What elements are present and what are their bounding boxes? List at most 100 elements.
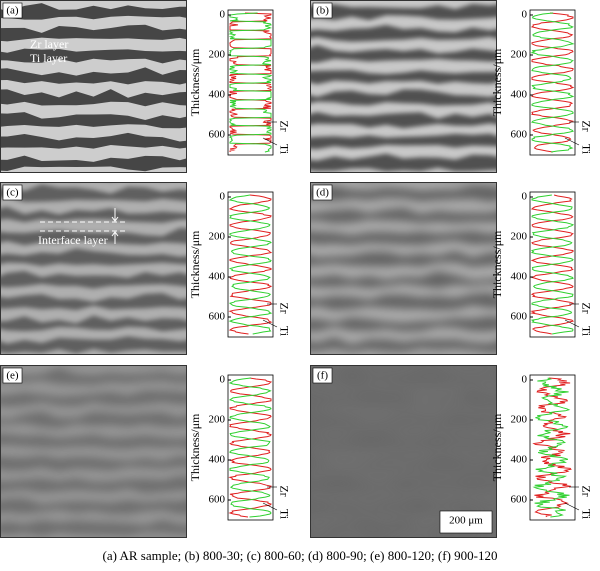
- legend-label: Ti: [579, 509, 593, 520]
- light-layer: [310, 144, 497, 161]
- panel-label-box: [2, 367, 23, 384]
- light-layer: [310, 123, 497, 138]
- light-layer: [0, 380, 187, 397]
- micrograph: [0, 365, 187, 538]
- light-layer: [310, 15, 497, 33]
- y-tick-label: 400: [209, 454, 226, 466]
- legend-label: Zr: [579, 485, 593, 496]
- legend-label: Ti: [277, 144, 291, 155]
- y-tick-label: 200: [209, 49, 226, 61]
- y-axis-label: Thickness/μm: [188, 230, 202, 298]
- light-layer: [310, 423, 497, 440]
- panel-label: (d): [316, 187, 329, 199]
- stripes: [0, 182, 187, 355]
- arrow: [111, 208, 119, 222]
- y-tick-label: 0: [522, 374, 528, 386]
- light-layer: [0, 283, 187, 302]
- light-layer: [310, 182, 497, 191]
- light-layer: [0, 182, 187, 194]
- scale-bar-label: 200 μm: [449, 515, 483, 527]
- light-layer: [0, 423, 187, 439]
- y-tick-label: 0: [220, 191, 226, 203]
- legend-label: Ti: [277, 326, 291, 337]
- ti-curve: [228, 194, 273, 335]
- light-layer: [310, 401, 497, 419]
- caption: (a) AR sample; (b) 800-30; (c) 800-60; (…: [103, 548, 498, 563]
- stripes: [310, 182, 497, 355]
- ti-curve: [228, 377, 272, 518]
- light-layer: [310, 445, 497, 463]
- light-layer: [310, 283, 497, 300]
- light-layer: [310, 365, 497, 375]
- light-layer: [0, 510, 187, 526]
- light-layer: [0, 305, 187, 324]
- light-layer: [0, 466, 187, 482]
- ti-curve: [530, 12, 575, 153]
- annotation: Ti layer: [30, 51, 67, 65]
- micrograph: [0, 182, 187, 355]
- y-axis-label: Thickness/μm: [188, 413, 202, 481]
- panel-label: (a): [6, 5, 19, 17]
- micrograph: [310, 365, 497, 538]
- y-tick-label: 400: [511, 271, 528, 283]
- light-layer: [310, 488, 497, 505]
- leader: [262, 137, 278, 146]
- micrograph-border: [0, 0, 187, 173]
- micrograph: [310, 0, 497, 173]
- light-layer: [0, 218, 187, 237]
- profile-box: [227, 191, 274, 338]
- light-layer: [310, 348, 497, 355]
- panel-label-box: [312, 2, 333, 19]
- light-layer: [0, 532, 187, 538]
- light-layer: [0, 262, 187, 278]
- zr-curve: [228, 12, 272, 152]
- legend-label: Ti: [579, 326, 593, 337]
- annotation: Interface layer: [38, 233, 108, 247]
- scale-bar-box: [439, 510, 493, 534]
- y-tick-label: 400: [511, 89, 528, 101]
- light-layer: [310, 0, 497, 10]
- panel-label-box: [2, 184, 23, 201]
- light-layer: [0, 101, 187, 120]
- stripes: [310, 0, 497, 173]
- micrograph-border: [310, 0, 497, 173]
- stripes: [0, 365, 187, 538]
- y-axis-label: Thickness/μm: [188, 48, 202, 116]
- y-tick-label: 600: [209, 494, 226, 506]
- legend-label: Zr: [277, 485, 291, 496]
- light-layer: [0, 37, 187, 53]
- y-tick-label: 400: [209, 89, 226, 101]
- panel-label-box: [312, 367, 333, 384]
- y-tick-label: 600: [511, 494, 528, 506]
- y-tick-label: 400: [209, 271, 226, 283]
- light-layer: [0, 240, 187, 257]
- y-tick-label: 200: [209, 414, 226, 426]
- panel-label: (f): [317, 370, 328, 382]
- light-layer: [310, 198, 497, 215]
- light-layer: [0, 445, 187, 461]
- leader: [262, 502, 278, 511]
- panel-label-box: [2, 2, 23, 19]
- leader: [564, 137, 580, 146]
- legend-label: Zr: [277, 120, 291, 131]
- ti-curve: [532, 377, 571, 518]
- light-layer: [0, 15, 187, 33]
- stripes: [310, 365, 497, 538]
- light-layer: [0, 402, 187, 420]
- y-tick-label: 0: [522, 9, 528, 21]
- y-tick-label: 0: [522, 191, 528, 203]
- micrograph-border: [0, 182, 187, 355]
- light-layer: [0, 58, 187, 76]
- annotation: Zr layer: [30, 37, 68, 51]
- y-axis-label: Thickness/μm: [490, 230, 504, 298]
- light-layer: [0, 349, 187, 355]
- y-tick-label: 0: [220, 9, 226, 21]
- legend-label: Zr: [579, 302, 593, 313]
- micrograph-border: [0, 365, 187, 538]
- light-layer: [0, 488, 187, 505]
- y-tick-label: 400: [511, 454, 528, 466]
- leader: [262, 319, 278, 328]
- arrow: [111, 231, 119, 244]
- light-layer: [310, 326, 497, 345]
